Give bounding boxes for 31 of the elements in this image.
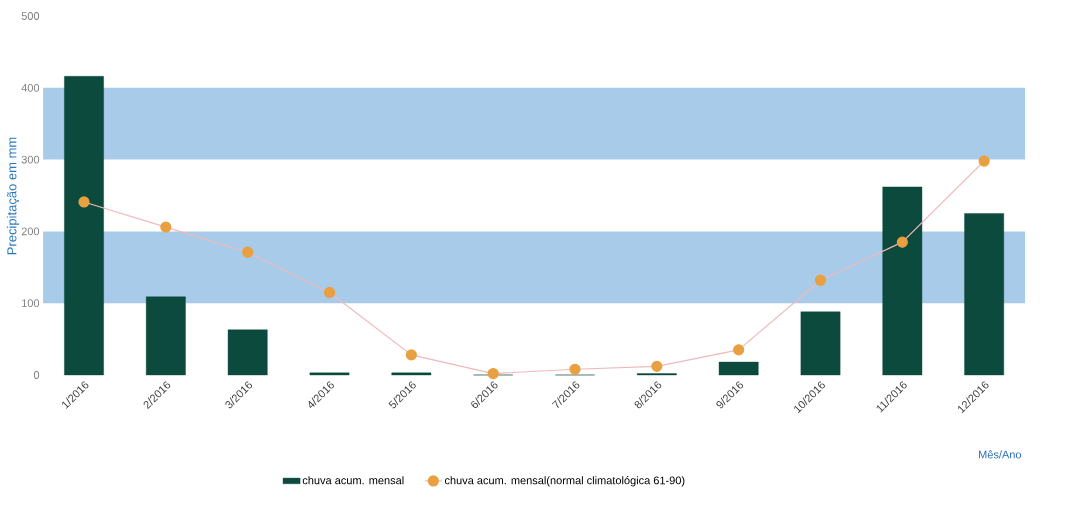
point (569, 363, 581, 375)
bar (882, 186, 923, 376)
point (242, 246, 254, 258)
y-tick-label: 200 (21, 227, 40, 236)
point (78, 196, 90, 208)
y-tick-label: 100 (22, 299, 40, 308)
bar (227, 329, 268, 376)
bar (964, 213, 1004, 376)
bar (391, 372, 432, 376)
bar (800, 311, 841, 376)
point (733, 344, 745, 356)
bar (64, 76, 104, 376)
point (896, 236, 908, 248)
legend-label: chuva acum. mensal (302, 476, 404, 485)
point (487, 367, 499, 380)
y-tick-label: 500 (21, 12, 40, 20)
y-tick-label: 300 (21, 155, 40, 164)
bar (718, 361, 759, 376)
y-tick-label: 0 (33, 371, 40, 379)
point (160, 221, 172, 233)
legend-label: chuva acum. mensal(normal climatológica 61-90) (444, 476, 685, 487)
y-axis-title: Precipitação em mm (6, 137, 20, 255)
bar (309, 372, 350, 376)
point (651, 360, 663, 372)
x-axis-title: Mês/Ano (979, 450, 1022, 459)
point (323, 286, 336, 299)
point (405, 349, 417, 361)
y-tick-label: 400 (21, 83, 40, 92)
point (978, 155, 990, 167)
point (814, 274, 827, 286)
bar (146, 296, 186, 376)
